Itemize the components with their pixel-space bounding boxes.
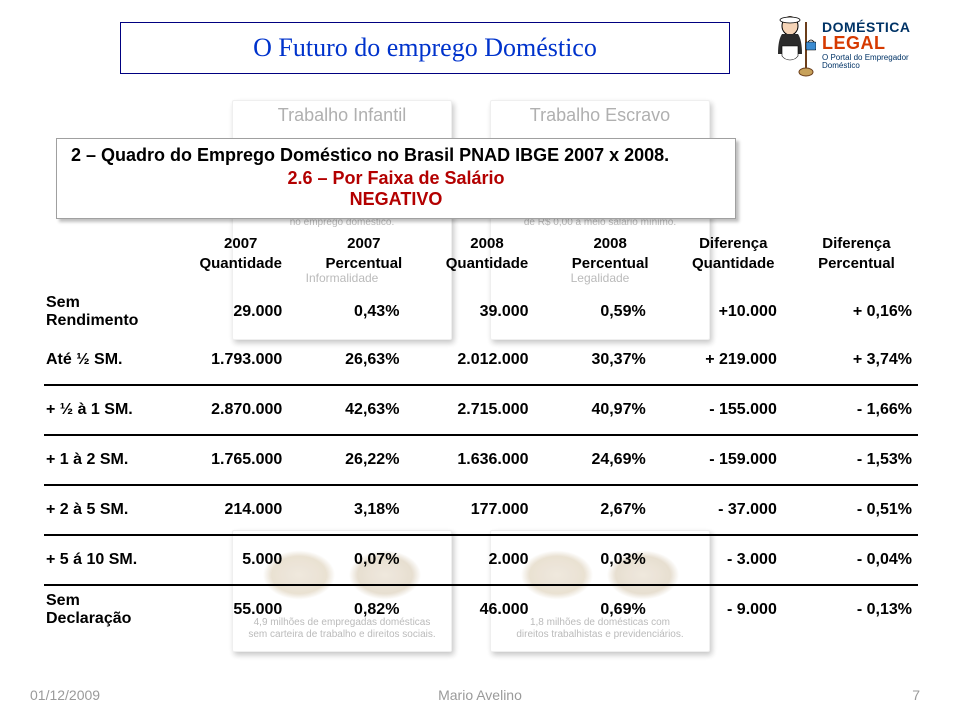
maid-icon <box>770 12 816 78</box>
table-row: + ½ à 1 SM.2.870.00042,63%2.715.00040,97… <box>44 385 918 435</box>
th-2007-pct: 2007Percentual <box>302 234 425 288</box>
row-q08: 177.000 <box>425 485 548 535</box>
row-p07: 26,63% <box>302 336 425 385</box>
brand-line-2: LEGAL <box>822 34 940 52</box>
row-p08: 0,59% <box>549 288 672 336</box>
row-label: Sem Declaração <box>44 585 179 634</box>
row-q08: 46.000 <box>425 585 548 634</box>
row-p07: 0,43% <box>302 288 425 336</box>
th-2008-qty: 2008Quantidade <box>425 234 548 288</box>
table-row: + 1 à 2 SM.1.765.00026,22%1.636.00024,69… <box>44 435 918 485</box>
subtitle-line-1: 2 – Quadro do Emprego Doméstico no Brasi… <box>71 145 721 166</box>
row-p08: 24,69% <box>549 435 672 485</box>
row-diff-pct: - 1,53% <box>795 435 918 485</box>
row-q07: 55.000 <box>179 585 302 634</box>
row-q07: 1.765.000 <box>179 435 302 485</box>
row-q08: 2.715.000 <box>425 385 548 435</box>
row-q07: 2.870.000 <box>179 385 302 435</box>
row-q08: 39.000 <box>425 288 548 336</box>
brand-subtitle: O Portal do Empregador Doméstico <box>822 54 940 70</box>
row-diff-qty: - 159.000 <box>672 435 795 485</box>
brand-logo: DOMÉSTICA LEGAL O Portal do Empregador D… <box>770 12 940 78</box>
row-p07: 3,18% <box>302 485 425 535</box>
row-diff-qty: - 155.000 <box>672 385 795 435</box>
table-row: + 5 á 10 SM.5.0000,07%2.0000,03%- 3.000-… <box>44 535 918 585</box>
row-q08: 2.000 <box>425 535 548 585</box>
row-p07: 42,63% <box>302 385 425 435</box>
row-diff-qty: - 37.000 <box>672 485 795 535</box>
row-diff-pct: + 0,16% <box>795 288 918 336</box>
brand-line-1: DOMÉSTICA <box>822 20 940 34</box>
row-p08: 30,37% <box>549 336 672 385</box>
row-q08: 2.012.000 <box>425 336 548 385</box>
row-p08: 0,69% <box>549 585 672 634</box>
th-2007-qty: 2007Quantidade <box>179 234 302 288</box>
row-p07: 0,82% <box>302 585 425 634</box>
table-row: + 2 à 5 SM.214.0003,18%177.0002,67%- 37.… <box>44 485 918 535</box>
row-diff-qty: - 3.000 <box>672 535 795 585</box>
ghost-left-title: Trabalho Infantil <box>233 105 451 126</box>
row-diff-qty: + 219.000 <box>672 336 795 385</box>
row-q07: 29.000 <box>179 288 302 336</box>
row-label: + 2 à 5 SM. <box>44 485 179 535</box>
row-p08: 40,97% <box>549 385 672 435</box>
table-header: 2007Quantidade 2007Percentual 2008Quanti… <box>44 234 918 288</box>
subtitle-box: 2 – Quadro do Emprego Doméstico no Brasi… <box>56 138 736 204</box>
row-q07: 1.793.000 <box>179 336 302 385</box>
footer-page: 7 <box>912 687 920 703</box>
th-diff-pct: DiferençaPercentual <box>795 234 918 288</box>
row-label: + ½ à 1 SM. <box>44 385 179 435</box>
row-diff-pct: - 0,04% <box>795 535 918 585</box>
row-q07: 5.000 <box>179 535 302 585</box>
row-p08: 2,67% <box>549 485 672 535</box>
subtitle-line-2: 2.6 – Por Faixa de Salário NEGATIVO <box>71 168 721 210</box>
th-2008-pct: 2008Percentual <box>549 234 672 288</box>
subtitle-line-2-text: 2.6 – Por Faixa de Salário <box>287 168 504 188</box>
row-diff-qty: - 9.000 <box>672 585 795 634</box>
footer-author: Mario Avelino <box>0 687 960 703</box>
ghost-right-title: Trabalho Escravo <box>491 105 709 126</box>
row-diff-pct: - 1,66% <box>795 385 918 435</box>
row-label: Até ½ SM. <box>44 336 179 385</box>
th-diff-qty: DiferençaQuantidade <box>672 234 795 288</box>
table-row: Até ½ SM.1.793.00026,63%2.012.00030,37%+… <box>44 336 918 385</box>
subtitle-tag: NEGATIVO <box>350 189 443 209</box>
row-diff-qty: +10.000 <box>672 288 795 336</box>
row-p07: 0,07% <box>302 535 425 585</box>
row-diff-pct: - 0,51% <box>795 485 918 535</box>
row-diff-pct: - 0,13% <box>795 585 918 634</box>
row-q07: 214.000 <box>179 485 302 535</box>
row-p07: 26,22% <box>302 435 425 485</box>
row-diff-pct: + 3,74% <box>795 336 918 385</box>
brand-text: DOMÉSTICA LEGAL O Portal do Empregador D… <box>822 20 940 70</box>
row-p08: 0,03% <box>549 535 672 585</box>
slide-title-text: O Futuro do emprego Doméstico <box>253 33 597 63</box>
table-row: Sem Rendimento29.0000,43%39.0000,59%+10.… <box>44 288 918 336</box>
th-empty <box>44 234 179 288</box>
row-label: Sem Rendimento <box>44 288 179 336</box>
table-row: Sem Declaração55.0000,82%46.0000,69%- 9.… <box>44 585 918 634</box>
row-label: + 1 à 2 SM. <box>44 435 179 485</box>
row-q08: 1.636.000 <box>425 435 548 485</box>
row-label: + 5 á 10 SM. <box>44 535 179 585</box>
salary-table: 2007Quantidade 2007Percentual 2008Quanti… <box>44 234 918 634</box>
table-body: Sem Rendimento29.0000,43%39.0000,59%+10.… <box>44 288 918 634</box>
slide-title: O Futuro do emprego Doméstico <box>120 22 730 74</box>
